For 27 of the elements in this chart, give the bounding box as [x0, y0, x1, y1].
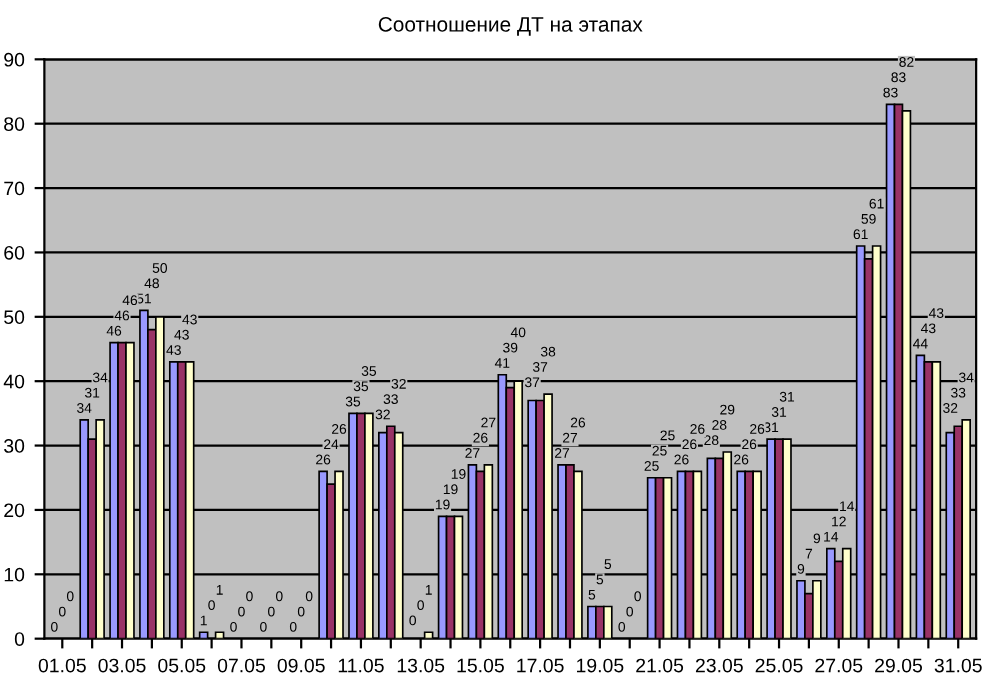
- y-tick-label: 80: [4, 117, 25, 131]
- y-tick-label: 40: [3, 374, 25, 389]
- y-tick-label: 70: [4, 181, 25, 196]
- x-tick-label: 05.05: [158, 658, 206, 673]
- x-tick-label: 03.05: [98, 658, 146, 673]
- y-tick-label: 20: [4, 503, 25, 518]
- x-tick-label: 01.05: [38, 658, 86, 673]
- x-tick-label: 09.05: [277, 658, 325, 673]
- x-tick-label: 29.05: [875, 658, 923, 673]
- x-tick-label: 27.05: [815, 658, 863, 673]
- x-tick-label: 17.05: [517, 658, 564, 673]
- y-tick-label: 90: [4, 52, 25, 67]
- y-tick-label: 60: [4, 245, 25, 260]
- y-tick-label: 30: [4, 439, 25, 453]
- x-tick-label: 23.05: [695, 658, 743, 673]
- y-tick-label: 10: [4, 567, 25, 582]
- x-tick-label: 19.05: [577, 658, 624, 673]
- x-tick-label: 13.05: [397, 658, 445, 673]
- x-tick-label: 25.05: [755, 658, 803, 673]
- y-tick-label: 0: [14, 632, 25, 646]
- x-tick-label: 21.05: [636, 658, 684, 673]
- x-tick-label: 11.05: [338, 658, 384, 673]
- y-tick-label: 50: [4, 310, 25, 325]
- x-tick-label: 31.05: [934, 658, 982, 673]
- x-tick-label: 07.05: [217, 658, 265, 673]
- x-tick-label: 15.05: [457, 658, 504, 673]
- chart-title: Соотношение ДТ на этапах: [378, 17, 643, 36]
